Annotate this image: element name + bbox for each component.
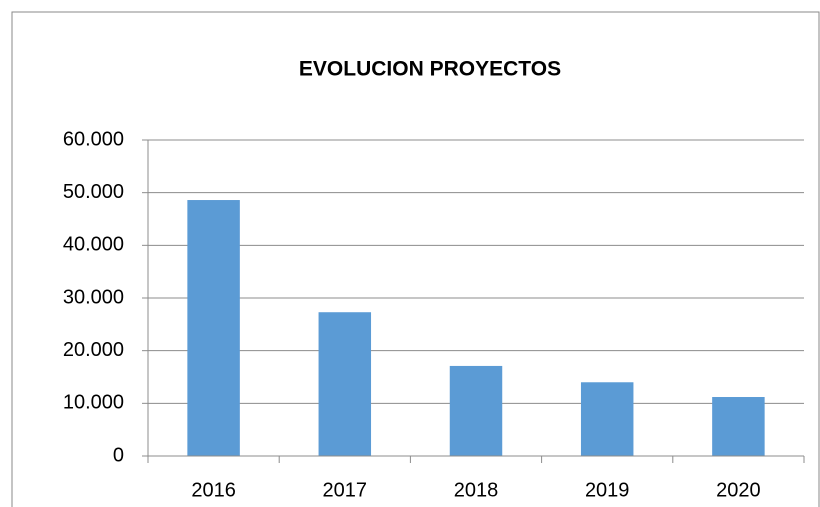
- x-tick-label: 2016: [191, 479, 236, 501]
- x-tick-label: 2020: [716, 479, 761, 501]
- y-tick-label: 30.000: [63, 286, 124, 308]
- y-tick-label: 60.000: [63, 128, 124, 150]
- bar: [712, 397, 765, 456]
- x-tick-label: 2019: [585, 479, 630, 501]
- x-tick-label: 2017: [323, 479, 368, 501]
- x-tick-label: 2018: [454, 479, 499, 501]
- bar: [187, 200, 240, 456]
- y-tick-label: 20.000: [63, 339, 124, 361]
- y-tick-label: 10.000: [63, 392, 124, 414]
- bar: [580, 382, 634, 456]
- y-tick-label: 50.000: [63, 181, 124, 203]
- bar: [318, 312, 372, 456]
- y-tick-label: 0: [113, 444, 124, 466]
- y-tick-label: 40.000: [63, 234, 124, 256]
- bar: [449, 365, 503, 456]
- chart-frame: [11, 11, 820, 507]
- chart-title: EVOLUCION PROYECTOS: [299, 58, 561, 81]
